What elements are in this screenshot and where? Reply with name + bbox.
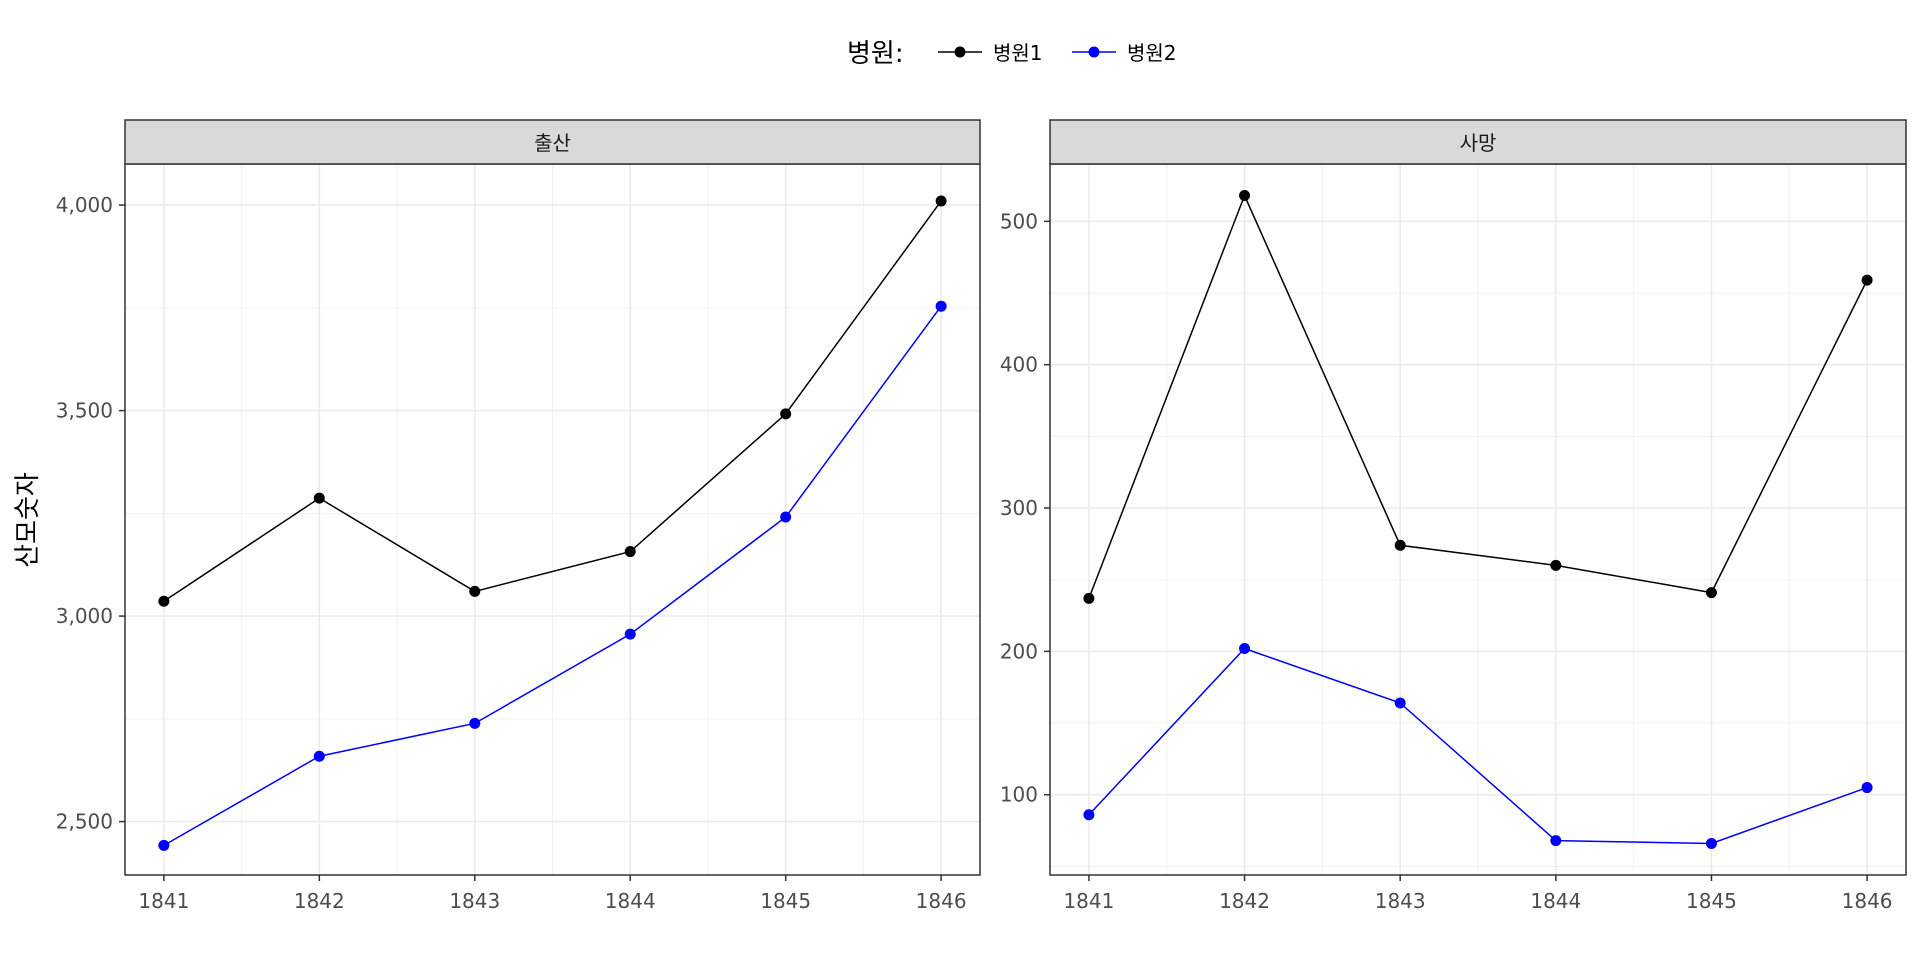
series-line bbox=[163, 305, 942, 847]
data-point bbox=[935, 300, 947, 312]
data-point bbox=[158, 839, 170, 851]
y-tick-label: 2,500 bbox=[56, 810, 113, 834]
series-병원1 bbox=[158, 195, 947, 607]
data-point bbox=[1083, 809, 1095, 821]
x-tick-label: 1843 bbox=[1375, 889, 1426, 913]
data-point bbox=[780, 511, 792, 523]
x-tick-label: 1842 bbox=[1219, 889, 1270, 913]
y-tick-label: 3,500 bbox=[56, 399, 113, 423]
data-point bbox=[1861, 782, 1873, 794]
y-tick-label: 3,000 bbox=[56, 604, 113, 628]
y-tick-label: 4,000 bbox=[56, 193, 113, 217]
series-병원2 bbox=[1083, 643, 1873, 849]
x-tick-label: 1844 bbox=[605, 889, 656, 913]
x-tick-label: 1841 bbox=[138, 889, 189, 913]
series-병원2 bbox=[158, 300, 947, 851]
data-point bbox=[1239, 190, 1251, 202]
legend-title: 병원: bbox=[847, 39, 904, 69]
panel-1: 출산 2,500 3,000 3,500 4,000 1841 1842 1843 1844 18… bbox=[56, 119, 981, 913]
series-병원1 bbox=[1083, 190, 1873, 604]
grid bbox=[1050, 164, 1906, 875]
data-point bbox=[624, 628, 636, 640]
x-tick-label: 1844 bbox=[1530, 889, 1581, 913]
panel-2: 사망 100 200 300 400 500 1841 1842 1843 1844 1845 184… bbox=[1000, 119, 1907, 913]
legend-key-point bbox=[954, 46, 966, 58]
legend-label: 병원2 bbox=[1127, 41, 1177, 65]
data-point bbox=[469, 585, 481, 597]
data-point bbox=[1550, 559, 1562, 571]
data-point bbox=[1394, 539, 1406, 551]
data-point bbox=[1705, 587, 1717, 599]
strip-background bbox=[1049, 119, 1907, 165]
y-tick-label: 300 bbox=[1000, 496, 1038, 520]
strip-label: 출산 bbox=[534, 131, 571, 155]
series-line bbox=[1088, 193, 1868, 599]
data-point bbox=[1394, 697, 1406, 709]
y-tick-label: 500 bbox=[1000, 209, 1038, 233]
strip-label: 사망 bbox=[1460, 131, 1497, 155]
data-point bbox=[935, 195, 947, 207]
data-point bbox=[313, 750, 325, 762]
legend: 병원: 병원1 병원2 bbox=[847, 39, 1177, 69]
y-tick-label: 200 bbox=[1000, 639, 1038, 663]
series-line bbox=[163, 200, 942, 602]
strip-background bbox=[124, 119, 981, 165]
x-tick-label: 1845 bbox=[1686, 889, 1737, 913]
legend-entry-2: 병원2 bbox=[1072, 41, 1177, 65]
data-point bbox=[1861, 274, 1873, 286]
y-axis-title: 산모숫자 bbox=[13, 472, 43, 568]
data-point bbox=[313, 492, 325, 504]
x-tick-label: 1843 bbox=[449, 889, 500, 913]
x-tick-label: 1841 bbox=[1063, 889, 1114, 913]
x-tick-label: 1842 bbox=[294, 889, 345, 913]
legend-entry-1: 병원1 bbox=[938, 41, 1043, 65]
data-point bbox=[624, 546, 636, 558]
legend-label: 병원1 bbox=[993, 41, 1043, 65]
data-point bbox=[1705, 837, 1717, 849]
y-tick-label: 100 bbox=[1000, 783, 1038, 807]
data-point bbox=[469, 717, 481, 729]
x-tick-label: 1846 bbox=[916, 889, 967, 913]
data-point bbox=[780, 408, 792, 420]
data-point bbox=[158, 595, 170, 607]
series-line bbox=[1088, 647, 1868, 845]
data-point bbox=[1083, 592, 1095, 604]
x-tick-label: 1845 bbox=[760, 889, 811, 913]
legend-key-point bbox=[1088, 46, 1100, 58]
data-point bbox=[1239, 643, 1251, 655]
data-point bbox=[1550, 835, 1562, 847]
y-tick-label: 400 bbox=[1000, 353, 1038, 377]
x-tick-label: 1846 bbox=[1842, 889, 1893, 913]
